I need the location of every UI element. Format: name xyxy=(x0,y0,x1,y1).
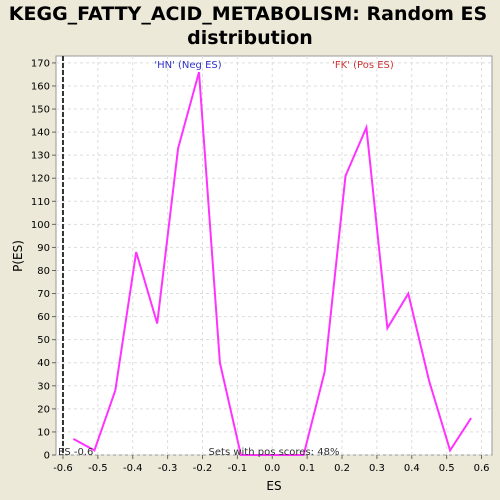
x-tick-label: 0.5 xyxy=(439,463,455,474)
pos-es-label: 'FK' (Pos ES) xyxy=(332,60,394,71)
chart-title-line1: KEGG_FATTY_ACID_METABOLISM: Random ES xyxy=(9,3,487,25)
y-tick-label: 70 xyxy=(37,289,50,300)
y-tick-label: 130 xyxy=(31,151,50,162)
y-tick-label: 0 xyxy=(44,451,50,462)
series-line xyxy=(72,71,472,456)
plot-area xyxy=(55,55,493,456)
y-tick-label: 170 xyxy=(31,58,50,69)
y-tick-label: 80 xyxy=(37,266,50,277)
neg-es-label: 'HN' (Neg ES) xyxy=(154,60,221,71)
es-marker-label: ES -0.6 xyxy=(58,447,93,458)
chart-title-line2: distribution xyxy=(187,27,313,49)
x-tick-label: -0.6 xyxy=(53,463,73,474)
y-tick-label: 110 xyxy=(31,197,50,208)
x-tick-label: 0.1 xyxy=(299,463,315,474)
y-tick-label: 120 xyxy=(31,174,50,185)
y-tick-label: 160 xyxy=(31,81,50,92)
y-tick-label: 90 xyxy=(37,243,50,254)
y-tick-label: 50 xyxy=(37,335,50,346)
sets-pos-label: Sets with pos scores: 48% xyxy=(209,447,340,458)
x-tick-label: 0.6 xyxy=(474,463,490,474)
x-tick-label: -0.2 xyxy=(193,463,213,474)
y-tick-label: 30 xyxy=(37,381,50,392)
y-tick-label: 150 xyxy=(31,105,50,116)
y-tick-label: 10 xyxy=(37,427,50,438)
x-tick-label: -0.4 xyxy=(123,463,143,474)
axes: 0 10 20 30 40 50 60 70 80 90 100 110 120 130 140 150 160… xyxy=(31,58,490,474)
x-tick-label: 0.4 xyxy=(404,463,420,474)
y-tick-label: 60 xyxy=(37,312,50,323)
x-tick-label: -0.5 xyxy=(88,463,108,474)
x-tick-label: 0.0 xyxy=(264,463,280,474)
y-tick-label: 20 xyxy=(37,404,50,415)
y-tick-label: 140 xyxy=(31,128,50,139)
y-axis-label: P(ES) xyxy=(11,240,25,272)
y-tick-label: 40 xyxy=(37,358,50,369)
x-tick-label: -0.3 xyxy=(158,463,178,474)
y-tick-label: 100 xyxy=(31,220,50,231)
x-tick-label: 0.3 xyxy=(369,463,385,474)
x-tick-label: 0.2 xyxy=(334,463,350,474)
x-tick-label: -0.1 xyxy=(228,463,248,474)
x-axis-label: ES xyxy=(266,479,281,493)
